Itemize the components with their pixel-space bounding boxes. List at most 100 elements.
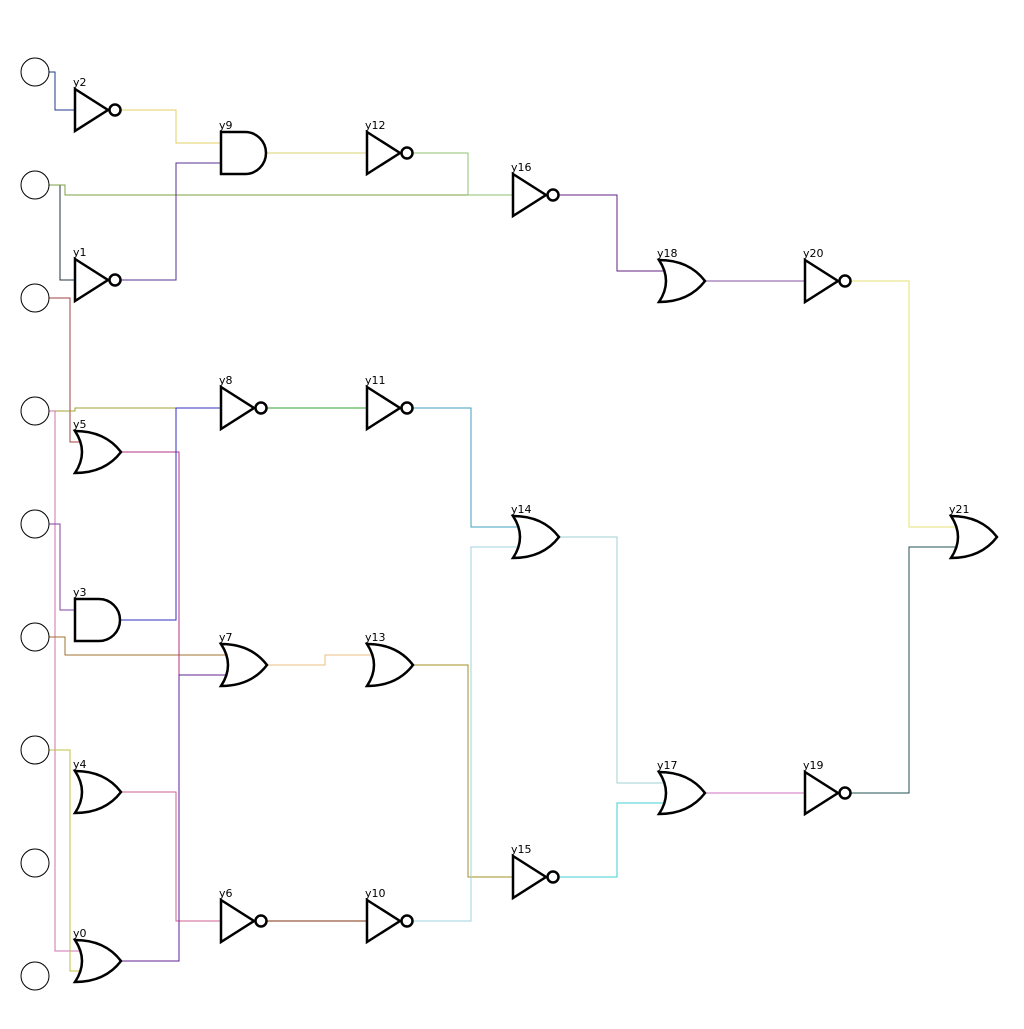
gate-y13[interactable]: y13 (364, 631, 415, 688)
y12-not-gate-body (365, 129, 403, 177)
wire-y11-y14 (413, 407, 519, 528)
y1-inversion-bubble (108, 273, 122, 287)
wire-x5-y7 (49, 636, 227, 656)
gate-y9[interactable]: y9 (219, 119, 268, 176)
y20-label: y20 (803, 247, 824, 260)
y10-inversion-bubble (400, 914, 414, 928)
gate-y5[interactable]: y5 (72, 418, 123, 475)
y12-inversion-bubble (400, 146, 414, 160)
y20-not-gate-body (803, 257, 841, 305)
y7-or-gate-body (218, 642, 269, 688)
y4-label: y4 (73, 758, 87, 771)
gate-y18[interactable]: y18 (656, 247, 707, 304)
y0-or-gate-body (72, 938, 123, 984)
wire-x3-y8 (49, 407, 221, 412)
y5-label: y5 (73, 418, 87, 431)
gate-y12[interactable]: y12 (365, 119, 414, 177)
input-pin-0[interactable] (20, 57, 50, 87)
input-pin-1[interactable] (20, 170, 50, 200)
y7-label: y7 (219, 631, 233, 644)
wire-y20-y21 (851, 280, 957, 528)
gate-y10[interactable]: y10 (365, 887, 414, 945)
input-pin-4[interactable] (20, 509, 50, 539)
gate-y7[interactable]: y7 (218, 631, 269, 688)
wire-y4-y6 (121, 791, 221, 922)
gate-y0[interactable]: y0 (72, 927, 123, 984)
gate-y6[interactable]: y6 (219, 887, 268, 945)
wire-y7-y13 (267, 654, 373, 666)
input-pin-2[interactable] (20, 283, 50, 313)
input-pin-6[interactable] (20, 735, 50, 765)
y11-not-gate-body (365, 384, 403, 432)
wire-x6-y0 (49, 749, 81, 972)
y13-label: y13 (365, 631, 386, 644)
y19-not-gate-body (803, 769, 841, 817)
y18-label: y18 (657, 247, 678, 260)
y1-not-gate-body (73, 256, 111, 304)
gate-y20[interactable]: y20 (803, 247, 852, 305)
gate-y1[interactable]: y1 (73, 246, 122, 304)
y6-inversion-bubble (254, 914, 268, 928)
input-pin-5[interactable] (20, 622, 50, 652)
y20-inversion-bubble (838, 274, 852, 288)
wire-x3-y0 (49, 410, 81, 952)
gate-y4[interactable]: y4 (72, 758, 123, 815)
wire-y14-y17 (559, 536, 665, 784)
y16-inversion-bubble (546, 188, 560, 202)
wire-y10-y14 (413, 546, 519, 922)
gate-y21[interactable]: y21 (948, 503, 999, 560)
y16-label: y16 (511, 161, 532, 174)
inputs-layer (20, 57, 50, 991)
wire-y16-y18 (559, 194, 665, 272)
gate-y8[interactable]: y8 (219, 374, 268, 432)
wire-y5-y7 (121, 451, 227, 676)
wire-x0-y2 (49, 71, 75, 111)
y2-label: y2 (73, 76, 87, 89)
gate-y2[interactable]: y2 (73, 76, 122, 134)
y3-label: y3 (73, 586, 87, 599)
y2-inversion-bubble (108, 103, 122, 117)
y16-not-gate-body (511, 171, 549, 219)
y6-not-gate-body (219, 897, 257, 945)
gate-y3[interactable]: y3 (73, 586, 122, 643)
y3-and-gate-body (73, 597, 122, 643)
input-pin-8[interactable] (20, 961, 50, 991)
y11-label: y11 (365, 374, 386, 387)
gate-y15[interactable]: y15 (511, 843, 560, 901)
y8-not-gate-body (219, 384, 257, 432)
y0-label: y0 (73, 927, 87, 940)
wire-y13-y15 (413, 664, 513, 878)
y15-inversion-bubble (546, 870, 560, 884)
wire-y19-y21 (851, 546, 957, 794)
y8-inversion-bubble (254, 401, 268, 415)
gate-y17[interactable]: y17 (656, 759, 707, 816)
y11-inversion-bubble (400, 401, 414, 415)
y10-label: y10 (365, 887, 386, 900)
wire-x2-y5 (49, 297, 81, 443)
y1-label: y1 (73, 246, 87, 259)
input-pin-7[interactable] (20, 848, 50, 878)
y9-and-gate-body (219, 130, 268, 176)
wires-layer (49, 71, 957, 972)
wire-y0-y7 (121, 674, 227, 962)
y10-not-gate-body (365, 897, 403, 945)
wire-x4-y3 (49, 523, 75, 611)
gate-y14[interactable]: y14 (510, 503, 561, 560)
y18-or-gate-body (656, 258, 707, 304)
y9-label: y9 (219, 119, 233, 132)
y4-or-gate-body (72, 769, 123, 815)
wire-y3-y8 (121, 407, 221, 621)
y21-label: y21 (949, 503, 970, 516)
gate-y11[interactable]: y11 (365, 374, 414, 432)
gate-y19[interactable]: y19 (803, 759, 852, 817)
y14-or-gate-body (510, 514, 561, 560)
gate-y16[interactable]: y16 (511, 161, 560, 219)
input-pin-3[interactable] (20, 396, 50, 426)
y13-or-gate-body (364, 642, 415, 688)
y5-or-gate-body (72, 429, 123, 475)
y14-label: y14 (511, 503, 532, 516)
gates-layer: y0 y1 y2 y3 y4 y5 y6 y7 y8 y9 y10 y11 y12 y13 y14 y15 y1… (72, 76, 999, 984)
y2-not-gate-body (73, 86, 111, 134)
